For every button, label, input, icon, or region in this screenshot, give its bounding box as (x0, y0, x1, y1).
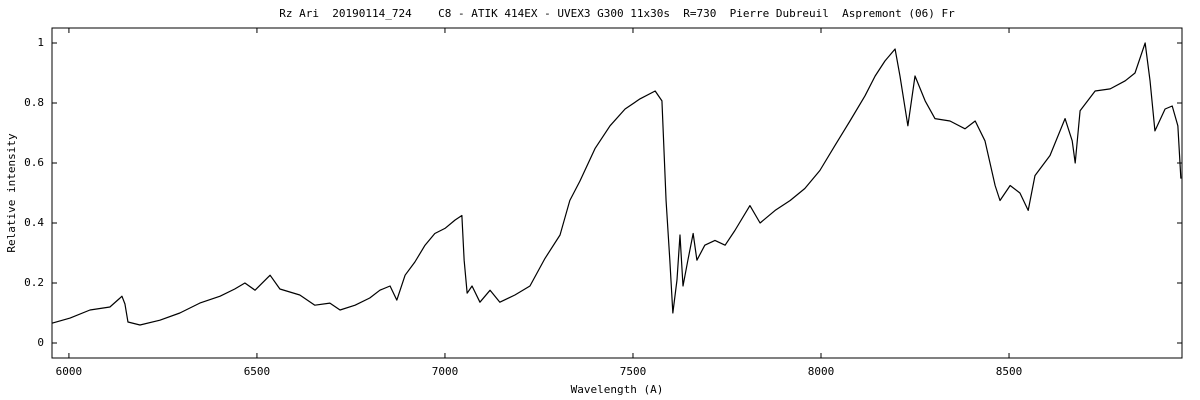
chart-title: Rz Ari 20190114_724 C8 - ATIK 414EX - UV… (279, 7, 955, 20)
plot-frame (51, 27, 1183, 359)
y-tick-label: 0.2 (24, 276, 44, 289)
x-tick-label: 8500 (996, 365, 1023, 378)
x-axis-label: Wavelength (A) (571, 383, 664, 396)
spectrum-line (51, 42, 1182, 326)
y-tick-label: 1 (37, 36, 44, 49)
x-tick-label: 7000 (432, 365, 459, 378)
x-tick-label: 6500 (244, 365, 271, 378)
y-tick-label: 0.8 (24, 96, 44, 109)
y-axis-label: Relative intensity (5, 133, 18, 253)
x-tick-label: 6000 (56, 365, 83, 378)
y-tick-label: 0.6 (24, 156, 44, 169)
x-tick-label: 8000 (808, 365, 835, 378)
y-tick-label: 0.4 (24, 216, 44, 229)
y-tick-label: 0 (37, 336, 44, 349)
x-tick-label: 7500 (620, 365, 647, 378)
